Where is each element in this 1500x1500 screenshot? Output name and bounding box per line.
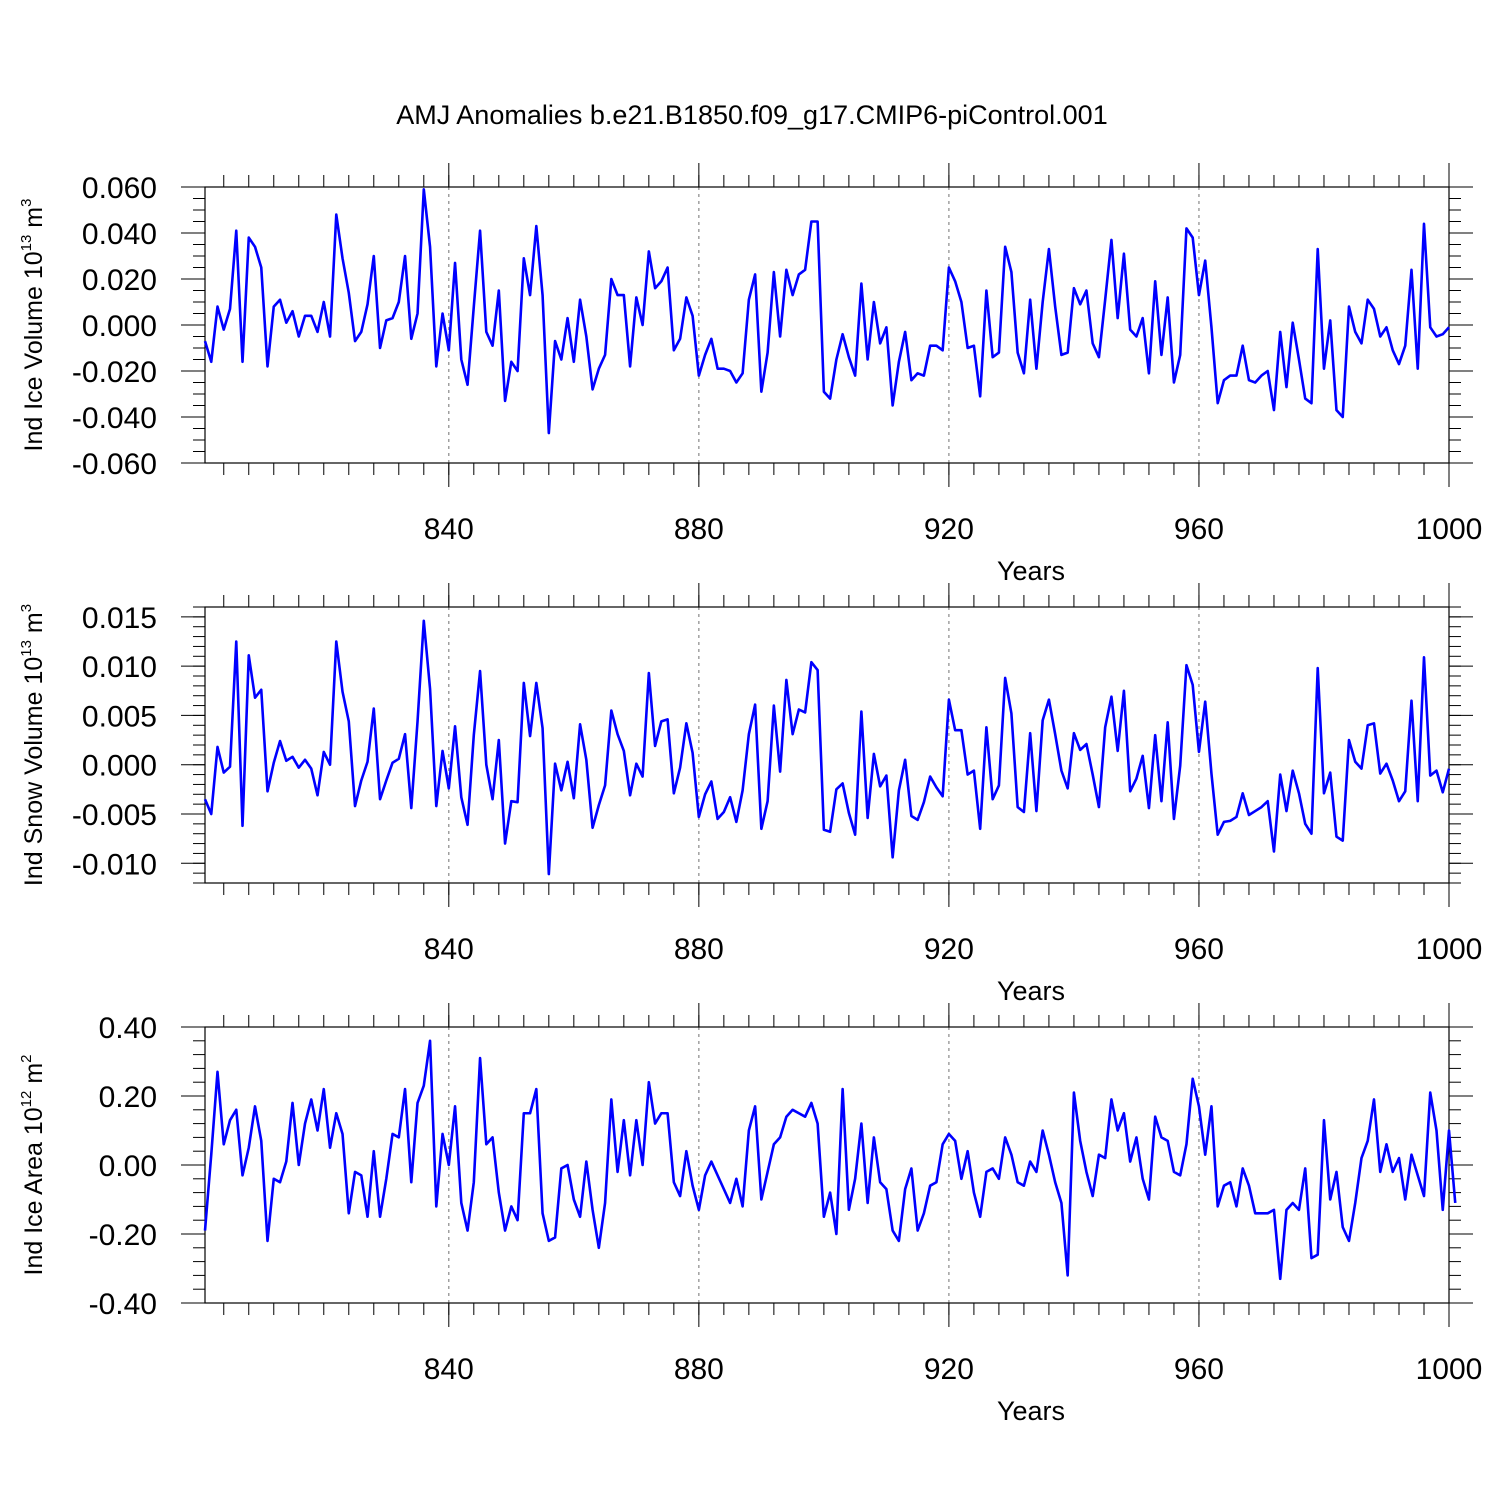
plot-frame (204, 1026, 1450, 1304)
series-line (203, 619, 1451, 876)
y-tick-label: -0.010 (72, 848, 157, 881)
x-axis-label: Years (997, 1396, 1065, 1426)
panels: -0.060 -0.040 -0.020 0.000 0.020 0.040 0.060 84… (18, 163, 1482, 1426)
y-tick-label: -0.20 (89, 1219, 157, 1252)
x-axis-label: Years (997, 976, 1065, 1006)
x-tick-label: 840 (424, 513, 474, 546)
x-tick-label: 1000 (1416, 513, 1483, 546)
x-tick-label: 1000 (1416, 1353, 1483, 1386)
y-axis-label-text: Ind Ice Area 10 (20, 1107, 48, 1275)
x-tick-label: 960 (1174, 1353, 1224, 1386)
y-tick-label: 0.060 (82, 172, 157, 205)
y-tick-label: 0.015 (82, 602, 157, 635)
x-tick-label: 920 (924, 513, 974, 546)
y-tick-label: -0.040 (72, 402, 157, 435)
y-axis-label-unit: m (20, 207, 48, 235)
y-tick-label: 0.20 (99, 1081, 157, 1114)
y-axis-label-unit-exponent: 3 (18, 604, 35, 612)
y-axis-label-text: Ind Snow Volume 10 (20, 657, 48, 886)
x-tick-label: 880 (674, 1353, 724, 1386)
y-tick-label: 0.005 (82, 700, 157, 733)
y-tick-label: 0.040 (82, 218, 157, 251)
chart-title: AMJ Anomalies b.e21.B1850.f09_g17.CMIP6-… (396, 100, 1107, 130)
x-tick-label: 880 (674, 513, 724, 546)
y-tick-label: 0.000 (82, 750, 157, 783)
x-tick-label: 960 (1174, 513, 1224, 546)
y-tick-label: 0.020 (82, 264, 157, 297)
x-tick-label: 920 (924, 933, 974, 966)
y-tick-label: -0.060 (72, 448, 157, 481)
panel-3: -0.40 -0.20 0.00 0.20 0.40 840 880 920 960 1000 Ye… (18, 1003, 1482, 1426)
y-tick-label: -0.020 (72, 356, 157, 389)
y-tick-label: 0.010 (82, 651, 157, 684)
x-tick-label: 840 (424, 933, 474, 966)
y-tick-label: -0.40 (89, 1288, 157, 1321)
y-axis-label-unit: m (20, 1063, 48, 1091)
series-line (203, 188, 1450, 435)
panel-1: -0.060 -0.040 -0.020 0.000 0.020 0.040 0.060 84… (18, 163, 1482, 586)
x-tick-label: 960 (1174, 933, 1224, 966)
y-tick-label: 0.40 (99, 1012, 157, 1045)
x-tick-label: 840 (424, 1353, 474, 1386)
y-axis-label: Ind Snow Volume 1013 m3 (18, 604, 48, 886)
plot-frame (204, 606, 1450, 884)
x-tick-label: 920 (924, 1353, 974, 1386)
y-axis-label-exponent: 13 (18, 235, 35, 252)
series-line (203, 1039, 1457, 1281)
plot-frame (204, 186, 1450, 464)
y-axis-label-exponent: 12 (18, 1091, 35, 1108)
x-tick-label: 880 (674, 933, 724, 966)
y-tick-label: -0.005 (72, 799, 157, 832)
y-tick-label: 0.000 (82, 310, 157, 343)
y-axis-label-unit-exponent: 2 (18, 1055, 35, 1063)
y-axis-label: Ind Ice Volume 1013 m3 (18, 199, 48, 452)
y-axis-label-unit-exponent: 3 (18, 199, 35, 207)
panel-2: -0.010 -0.005 0.000 0.005 0.010 0.015 840 880 92… (18, 583, 1482, 1006)
y-axis-label: Ind Ice Area 1012 m2 (18, 1055, 48, 1276)
x-axis-label: Years (997, 556, 1065, 586)
y-axis-label-text: Ind Ice Volume 10 (20, 251, 48, 451)
y-axis-label-unit: m (20, 612, 48, 640)
y-tick-label: 0.00 (99, 1150, 157, 1183)
x-tick-label: 1000 (1416, 933, 1483, 966)
y-axis-label-exponent: 13 (18, 640, 35, 657)
